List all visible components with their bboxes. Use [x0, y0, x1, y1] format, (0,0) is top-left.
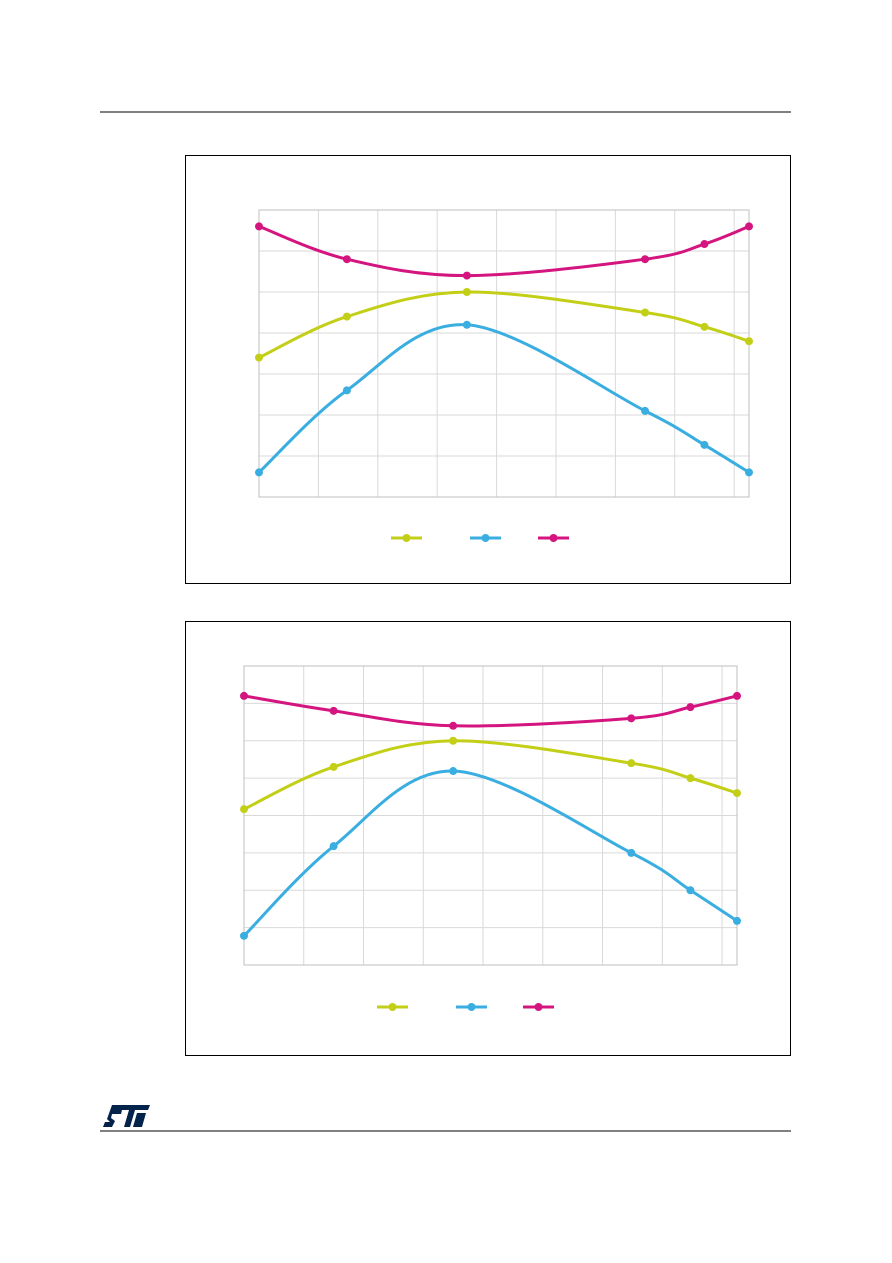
data-point — [255, 222, 263, 231]
series-line — [258, 290, 750, 359]
data-point — [462, 320, 471, 329]
data-point — [745, 468, 753, 477]
data-point — [329, 762, 338, 771]
chart-frame — [185, 621, 791, 1056]
data-point — [745, 222, 753, 231]
data-point — [745, 337, 753, 346]
data-point — [342, 386, 351, 395]
legend-marker — [388, 1003, 397, 1011]
legend-marker — [549, 534, 558, 542]
data-point — [240, 931, 248, 940]
data-point — [700, 440, 709, 449]
data-point — [462, 271, 471, 280]
data-point — [686, 886, 695, 895]
data-point — [449, 721, 458, 730]
st-logo — [103, 1105, 150, 1127]
data-point — [733, 916, 741, 925]
plot-border — [243, 665, 738, 966]
data-point — [627, 848, 636, 857]
data-point — [329, 706, 338, 715]
data-point — [641, 308, 650, 317]
data-point — [733, 789, 741, 798]
data-point — [449, 767, 458, 776]
legend-marker — [481, 534, 490, 542]
plot-border — [258, 209, 750, 498]
data-point — [462, 288, 471, 296]
data-point — [255, 353, 263, 362]
data-point — [627, 714, 636, 723]
data-point — [700, 322, 709, 331]
data-point — [342, 312, 351, 321]
data-point — [686, 703, 695, 712]
chart-frame — [185, 155, 791, 584]
data-point — [240, 691, 248, 700]
legend-marker — [467, 1003, 476, 1011]
series-line — [243, 694, 738, 728]
data-point — [627, 759, 636, 768]
data-point — [641, 255, 650, 264]
data-point — [641, 406, 650, 415]
legend-marker — [402, 534, 411, 542]
data-point — [255, 468, 263, 477]
legend-marker — [534, 1003, 543, 1011]
data-point — [240, 805, 248, 814]
data-point — [686, 774, 695, 783]
data-point — [329, 842, 338, 851]
data-point — [700, 240, 709, 249]
series-line — [242, 769, 738, 937]
series-line — [257, 323, 750, 474]
data-point — [449, 736, 458, 745]
data-point — [733, 691, 741, 700]
series-line — [243, 739, 738, 811]
data-point — [342, 255, 351, 264]
